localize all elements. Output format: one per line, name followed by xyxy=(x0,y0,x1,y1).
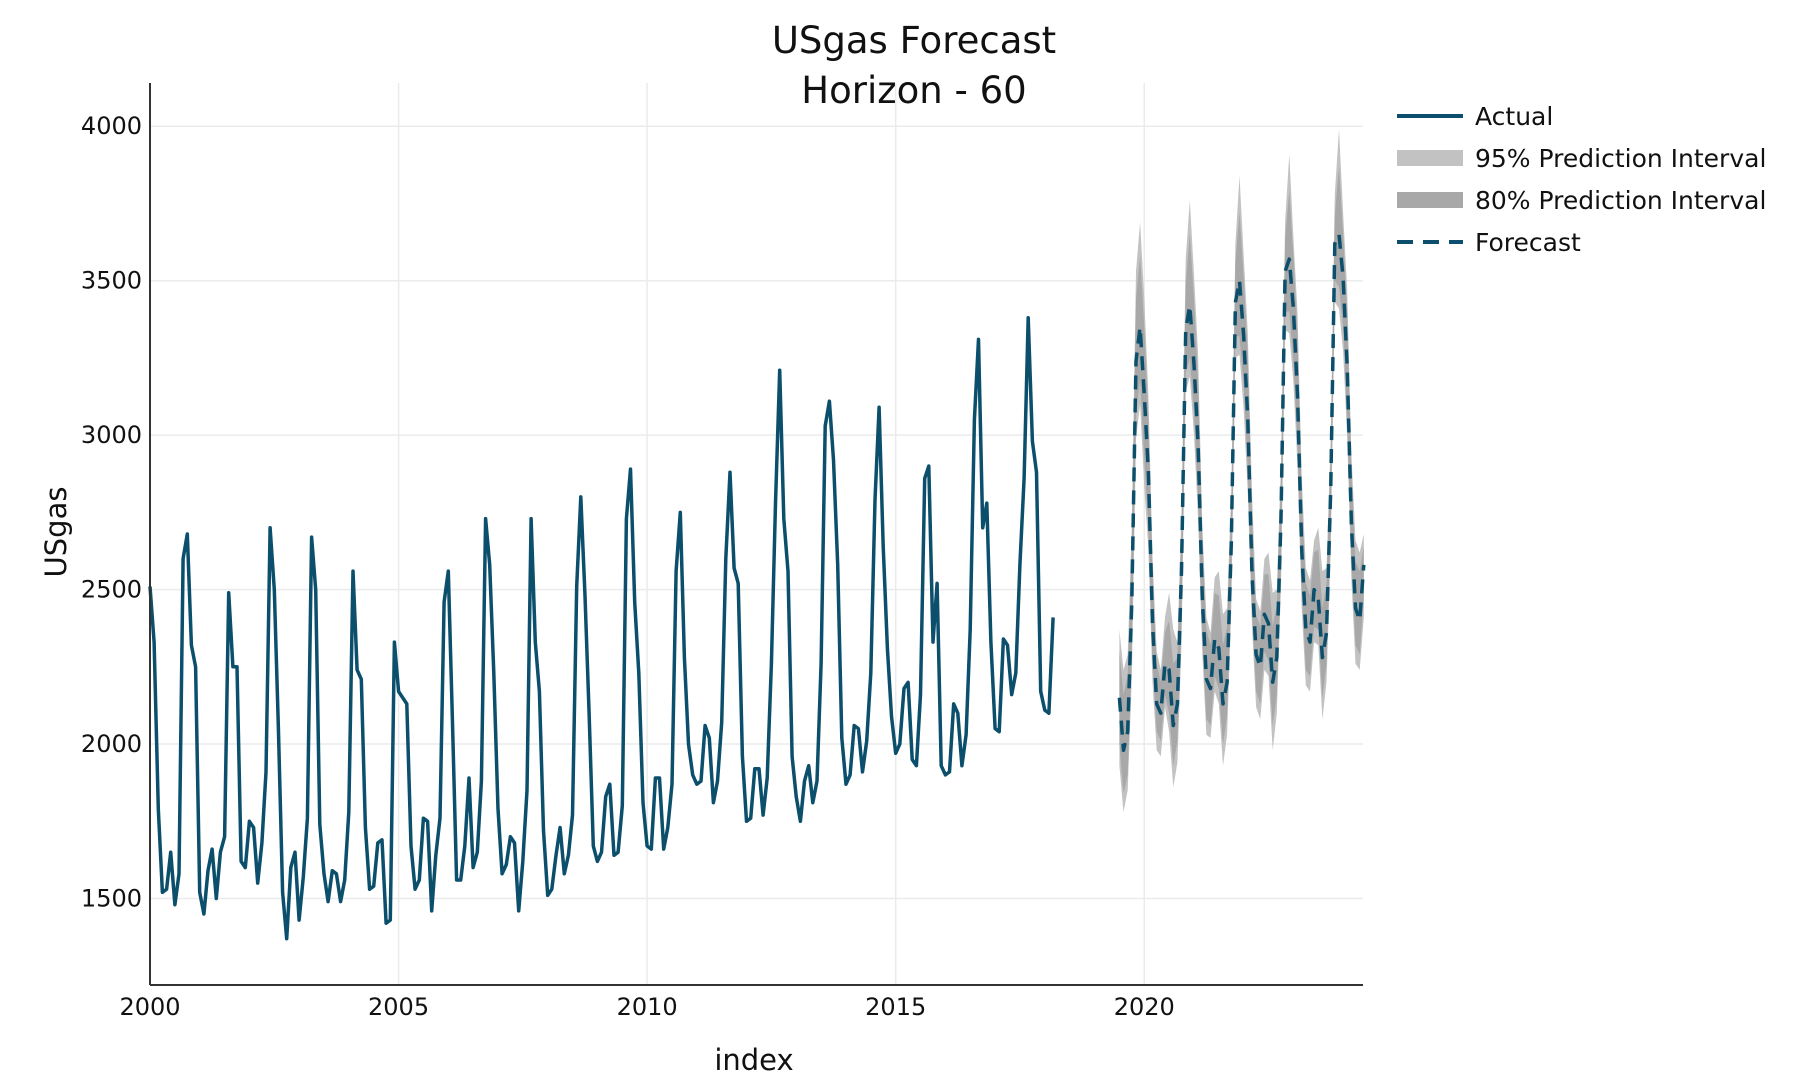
x-axis-label: index xyxy=(714,1043,793,1077)
legend-swatch-band xyxy=(1397,192,1463,208)
x-tick-label: 2010 xyxy=(617,993,678,1021)
legend[interactable]: Actual 95% Prediction Interval 80% Predict… xyxy=(1397,102,1766,257)
x-tick-label: 2015 xyxy=(865,993,926,1021)
y-tick-label: 3500 xyxy=(81,267,142,295)
legend-swatch-band xyxy=(1397,150,1463,166)
y-tick-label: 4000 xyxy=(81,112,142,140)
legend-label: 95% Prediction Interval xyxy=(1475,144,1766,173)
y-tick-label: 3000 xyxy=(81,421,142,449)
y-tick-label: 2000 xyxy=(81,730,142,758)
legend-label: Actual xyxy=(1475,102,1553,131)
legend-item[interactable]: 80% Prediction Interval xyxy=(1397,186,1766,215)
x-tick-label: 2020 xyxy=(1114,993,1175,1021)
x-tick-label: 2000 xyxy=(119,993,180,1021)
y-tick-label: 2500 xyxy=(81,576,142,604)
y-tick-labels: 1500 2000 2500 3000 3500 4000 xyxy=(81,112,142,912)
forecast-line xyxy=(1117,232,1366,752)
legend-label: 80% Prediction Interval xyxy=(1475,186,1766,215)
x-tick-labels: 2000 2005 2010 2015 2020 xyxy=(119,993,1174,1021)
actual-line xyxy=(148,316,1055,941)
legend-label: Forecast xyxy=(1475,228,1581,257)
legend-item[interactable]: 95% Prediction Interval xyxy=(1397,144,1766,173)
series-lines xyxy=(148,232,1366,941)
chart-subtitle: Horizon - 60 xyxy=(801,69,1026,112)
y-axis-label: USgas xyxy=(39,487,73,578)
legend-item[interactable]: Actual xyxy=(1397,102,1553,131)
chart-title: USgas Forecast xyxy=(772,19,1056,62)
legend-item[interactable]: Forecast xyxy=(1397,228,1581,257)
y-tick-label: 1500 xyxy=(81,885,142,913)
x-tick-label: 2005 xyxy=(368,993,429,1021)
